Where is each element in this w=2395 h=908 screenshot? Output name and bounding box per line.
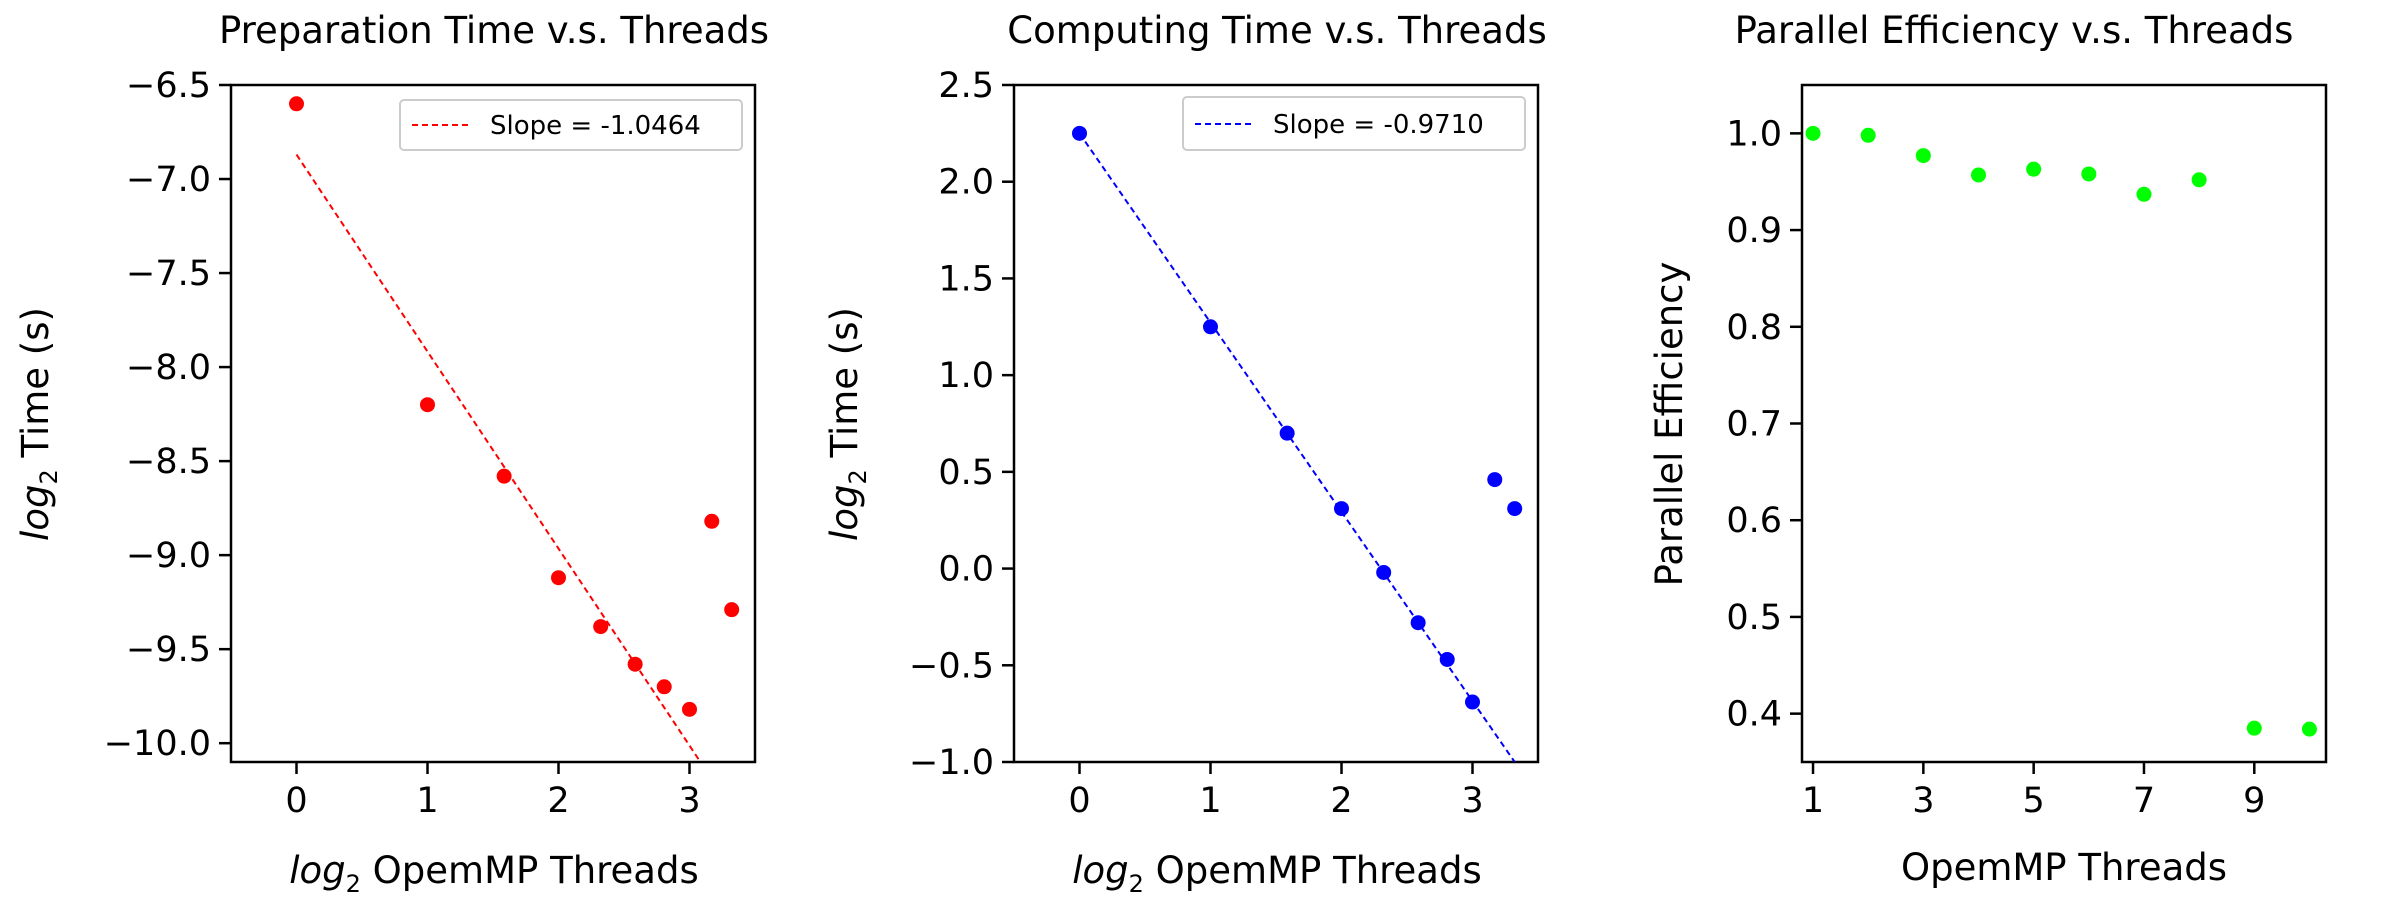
y-tick-label: 0.4 <box>1726 695 1782 735</box>
y-tick-label: 0.6 <box>1726 501 1782 541</box>
data-point <box>2191 172 2207 188</box>
x-tick-label: 5 <box>2023 781 2045 821</box>
chart-title: Parallel Efficiency v.s. Threads <box>1735 9 2294 52</box>
x-tick-label: 1 <box>1199 781 1221 821</box>
y-tick-label: −9.5 <box>126 630 211 670</box>
y-tick-label: 1.5 <box>938 259 994 299</box>
y-tick-label: −1.0 <box>909 743 994 783</box>
data-point <box>1487 472 1503 488</box>
plot-frame <box>229 83 757 764</box>
data-point <box>704 513 720 529</box>
x-tick-label: 7 <box>2133 781 2155 821</box>
y-tick-label: 0.8 <box>1726 308 1782 348</box>
data-point <box>656 679 672 695</box>
x-tick-label: 3 <box>678 781 700 821</box>
data-point <box>1971 167 1987 183</box>
y-tick-label: 0.0 <box>938 550 994 590</box>
x-tick-label: 3 <box>1912 781 1934 821</box>
y-tick-label: −7.0 <box>126 160 211 200</box>
legend-box <box>1182 96 1526 151</box>
y-tick-label: 0.5 <box>1726 598 1782 638</box>
legend-label: Slope = -0.9710 <box>1273 110 1484 140</box>
data-point <box>496 468 512 484</box>
data-point <box>1334 501 1349 517</box>
chart-title: Computing Time v.s. Threads <box>1007 9 1546 52</box>
data-point <box>2026 161 2042 177</box>
x-axis-label: OpemMP Threads <box>1901 846 2227 889</box>
panel-computing-time: Computing Time v.s. Threads 0 1 2 3 2.5 2.0 1… <box>823 9 1547 898</box>
legend: Slope = -0.9710 <box>1182 96 1526 151</box>
data-point <box>551 570 566 586</box>
y-tick-label: −6.5 <box>126 66 211 106</box>
x-tick-label: 3 <box>1461 781 1483 821</box>
panel-preparation-time: Preparation Time v.s. Threads 0 1 2 3 −6.5 −… <box>14 9 769 898</box>
data-point <box>2301 721 2317 737</box>
legend-box <box>399 99 743 151</box>
x-tick-label: 1 <box>1802 781 1824 821</box>
x-tick-label: 0 <box>1068 781 1090 821</box>
y-tick-label: 0.9 <box>1726 211 1782 251</box>
legend-label: Slope = -1.0464 <box>490 111 701 141</box>
y-tick-label: −9.0 <box>126 536 211 576</box>
panel-parallel-efficiency: Parallel Efficiency v.s. Threads 1 3 5 7 9 1… <box>1648 9 2328 889</box>
y-axis-label: Parallel Efficiency <box>1648 262 1691 587</box>
data-point <box>289 96 304 112</box>
data-point <box>2081 166 2097 182</box>
data-point <box>1465 694 1480 710</box>
y-tick-label: −0.5 <box>909 646 994 686</box>
fit-line <box>1078 132 1516 762</box>
data-point <box>420 397 435 413</box>
y-tick-label: 0.5 <box>938 453 994 493</box>
y-tick-label: 2.5 <box>938 66 994 106</box>
data-point <box>593 619 609 635</box>
y-tick-label: 1.0 <box>1726 114 1782 154</box>
plot-frame <box>1800 83 2328 764</box>
y-tick-label: −10.0 <box>104 724 211 764</box>
fit-line <box>295 154 702 762</box>
data-point <box>1203 319 1218 335</box>
chart-title: Preparation Time v.s. Threads <box>219 9 769 52</box>
data-point <box>1410 615 1426 631</box>
data-point <box>2246 720 2262 736</box>
data-point <box>1439 651 1455 667</box>
data-point <box>627 656 643 672</box>
x-tick-label: 9 <box>2243 781 2265 821</box>
y-tick-label: 1.0 <box>938 356 994 396</box>
y-tick-label: 0.7 <box>1726 405 1782 445</box>
plot-frame <box>1012 83 1540 764</box>
y-tick-label: −8.0 <box>126 348 211 388</box>
x-axis-label: log2 OpemMP Threads <box>1072 849 1482 898</box>
y-tick-label: −7.5 <box>126 254 211 294</box>
data-point <box>1507 501 1523 517</box>
y-tick-label: −8.5 <box>126 442 211 482</box>
data-point <box>1376 564 1392 580</box>
data-point <box>1860 127 1876 143</box>
legend: Slope = -1.0464 <box>399 99 743 151</box>
x-axis-label: log2 OpemMP Threads <box>289 849 699 898</box>
data-point <box>724 602 740 618</box>
data-point <box>2136 186 2152 202</box>
y-axis-label: log2 Time (s) <box>14 307 63 541</box>
x-tick-label: 1 <box>416 781 438 821</box>
y-axis-label: log2 Time (s) <box>823 307 872 541</box>
data-point <box>1279 425 1295 441</box>
y-tick-label: 2.0 <box>938 163 994 203</box>
data-point <box>682 701 697 717</box>
x-tick-label: 0 <box>285 781 307 821</box>
x-tick-label: 2 <box>1330 781 1352 821</box>
data-point <box>1072 125 1087 141</box>
data-point <box>1805 125 1821 141</box>
data-point <box>1915 148 1931 164</box>
x-tick-label: 2 <box>547 781 569 821</box>
